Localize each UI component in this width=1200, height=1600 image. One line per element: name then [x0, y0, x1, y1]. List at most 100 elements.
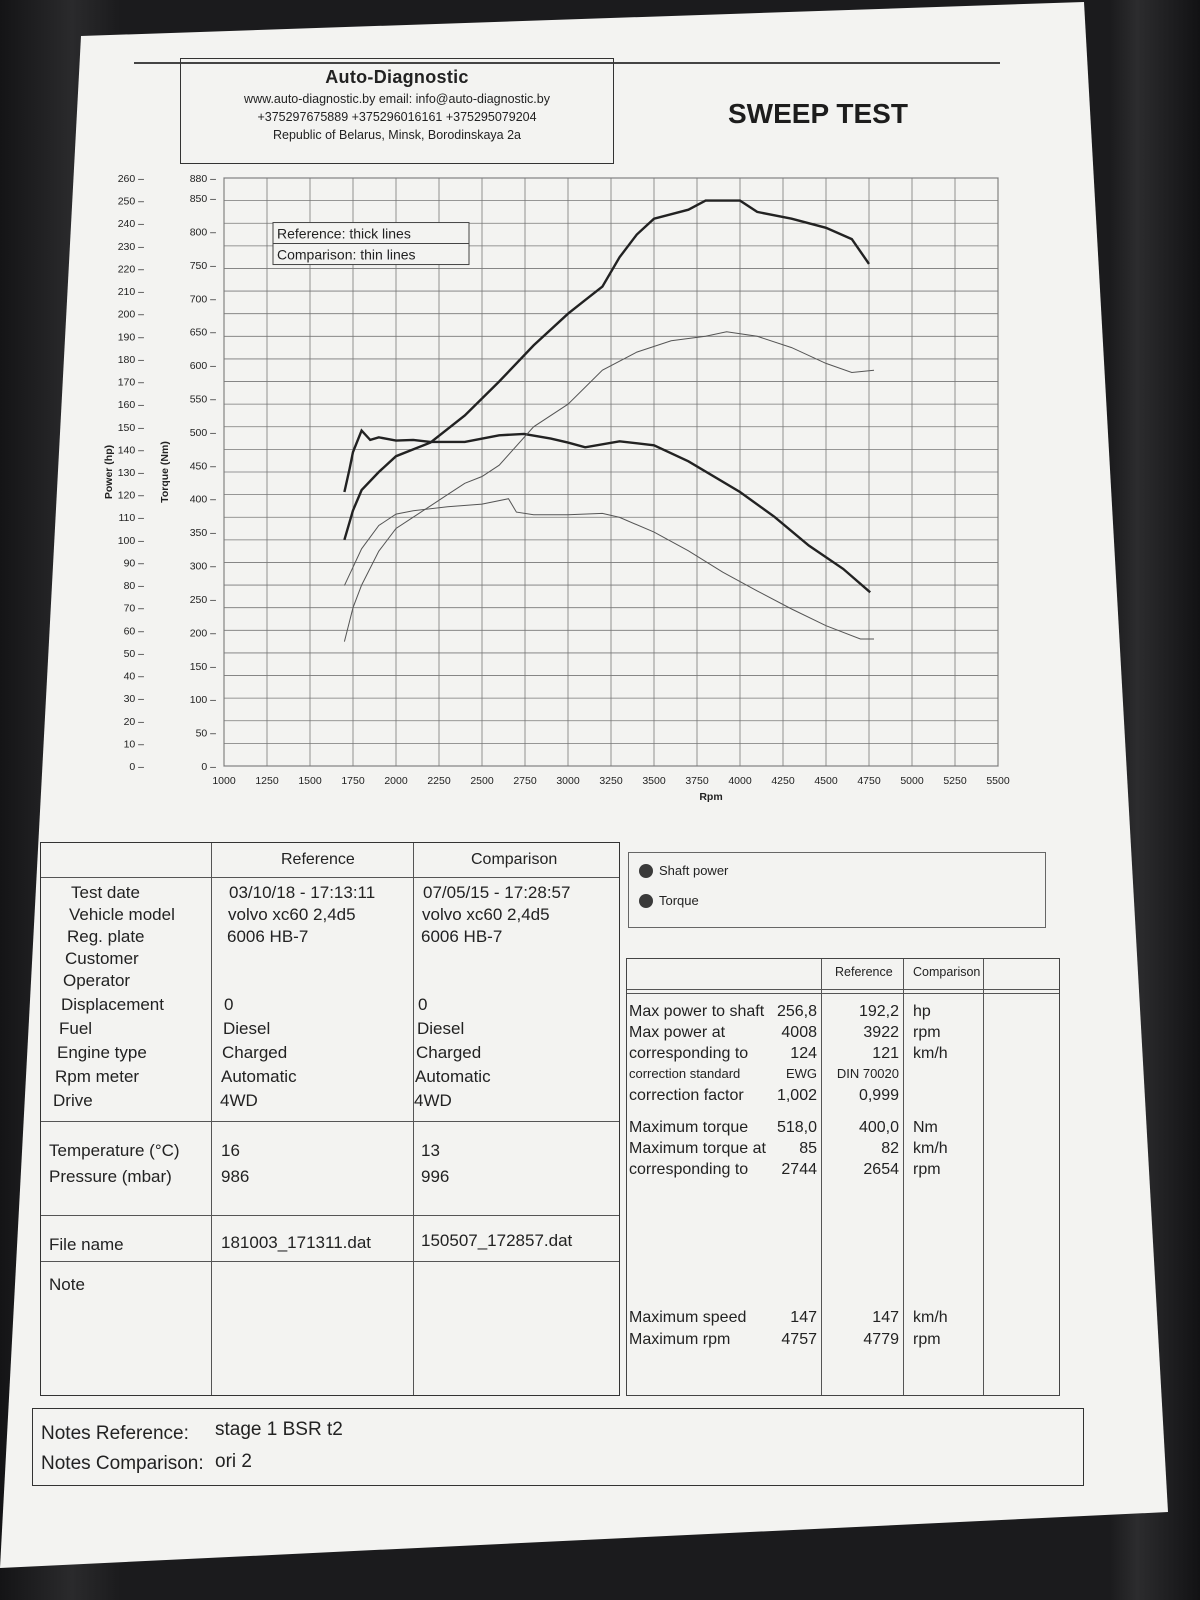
power-tick-label: 90 – [124, 557, 145, 569]
info-ref-value: Automatic [221, 1067, 297, 1086]
torque-tick-label: 50 – [196, 728, 217, 740]
info-cmp-value: Diesel [417, 1019, 465, 1038]
info-ref-value: Charged [222, 1043, 288, 1062]
result-cmp: 3922 [863, 1024, 899, 1041]
power-tick-label: 60 – [124, 625, 145, 637]
torque-tick-label: 750 – [190, 260, 216, 272]
x-tick-label: 5000 [900, 775, 924, 787]
result-cmp: 147 [872, 1309, 899, 1326]
divider [983, 959, 984, 1395]
note-label: Note [49, 1275, 85, 1294]
result-unit: Nm [913, 1119, 938, 1136]
power-tick-label: 250 – [118, 196, 144, 208]
torque-tick-label: 100 – [190, 694, 216, 706]
result-ref: 2744 [781, 1161, 817, 1178]
x-tick-label: 2250 [427, 775, 451, 787]
notes-reference-value: stage 1 BSR t2 [215, 1419, 343, 1440]
result-unit: km/h [913, 1140, 948, 1157]
x-tick-label: 3250 [599, 775, 623, 787]
result-label: correction standard [629, 1066, 741, 1081]
result-unit: rpm [913, 1024, 941, 1041]
result-unit: rpm [913, 1161, 941, 1178]
result-cmp: 400,0 [858, 1119, 899, 1136]
info-label: Fuel [59, 1019, 93, 1038]
info-label: Customer [65, 949, 139, 968]
info-ref-value: Diesel [223, 1019, 271, 1038]
power-tick-label: 130 – [118, 467, 144, 479]
x-tick-label: 5250 [943, 775, 967, 787]
legend: Shaft power Torque [628, 852, 1046, 928]
divider [41, 877, 619, 878]
result-ref: 256,8 [776, 1003, 817, 1020]
info-ref-value: 4WD [220, 1091, 258, 1110]
info-label: Reg. plate [67, 927, 145, 946]
result-label: Max power at [629, 1024, 726, 1041]
x-tick-label: 1000 [212, 775, 236, 787]
legend-label: Torque [659, 893, 699, 908]
torque-tick-label: 300 – [190, 561, 216, 573]
legend-note-text: Comparison: thin lines [277, 247, 416, 263]
x-tick-label: 4750 [857, 775, 881, 787]
power-tick-label: 40 – [124, 671, 145, 683]
result-label: Maximum torque [629, 1119, 749, 1136]
page-title: SWEEP TEST [728, 98, 908, 129]
result-ref: 124 [790, 1045, 817, 1062]
notes-comparison-label: Notes Comparison: [41, 1453, 204, 1474]
result-cmp: 2654 [863, 1161, 899, 1178]
company-address: Republic of Belarus, Minsk, Borodinskaya… [272, 128, 522, 142]
info-ref-value: 6006 HB-7 [227, 927, 309, 946]
info-cmp-value: Charged [416, 1043, 482, 1062]
notes-box: Notes Reference: stage 1 BSR t2 Notes Co… [32, 1408, 1084, 1486]
result-ref: 85 [799, 1140, 817, 1157]
info-ref-value: volvo xc60 2,4d5 [228, 905, 356, 924]
x-tick-label: 2500 [470, 775, 494, 787]
info-cmp-value: volvo xc60 2,4d5 [422, 905, 550, 924]
power-tick-label: 230 – [118, 241, 144, 253]
legend-dot-icon [639, 893, 653, 908]
info-ref-value: 0 [224, 995, 234, 1014]
series-line-comparison-torque [343, 498, 874, 640]
info-cmp-value: 0 [418, 995, 428, 1014]
result-label: Maximum speed [629, 1309, 747, 1326]
power-tick-label: 20 – [124, 716, 145, 728]
x-tick-label: 1750 [341, 775, 365, 787]
file-name-cmp: 150507_172857.dat [421, 1231, 573, 1250]
info-label: Rpm meter [55, 1067, 140, 1086]
torque-tick-label: 880 – [190, 173, 216, 185]
torque-tick-label: 250 – [190, 594, 216, 606]
file-name-label: File name [49, 1235, 124, 1254]
power-tick-label: 150 – [118, 422, 144, 434]
info-label: Drive [53, 1091, 93, 1110]
col-reference: Reference [835, 965, 893, 979]
info-cmp-value: 07/05/15 - 17:28:57 [423, 883, 571, 902]
info-label: Operator [63, 971, 131, 990]
result-cmp: 82 [881, 1140, 899, 1157]
power-tick-label: 220 – [118, 263, 144, 275]
col-comparison: Comparison [913, 965, 981, 979]
divider [821, 959, 822, 1395]
torque-tick-label: 350 – [190, 527, 216, 539]
divider [211, 843, 212, 1395]
x-tick-label: 1500 [298, 775, 322, 787]
x-tick-label: 4000 [728, 775, 752, 787]
result-cmp: 121 [872, 1045, 899, 1062]
power-tick-label: 240 – [118, 218, 144, 230]
power-tick-label: 260 – [118, 173, 144, 185]
torque-axis-label: Torque (Nm) [159, 441, 171, 503]
result-cmp: 192,2 [858, 1003, 899, 1020]
legend-dot-icon [639, 863, 653, 878]
torque-tick-label: 200 – [190, 627, 216, 639]
power-tick-label: 170 – [118, 377, 144, 389]
power-tick-label: 70 – [124, 603, 145, 615]
torque-tick-label: 450 – [190, 460, 216, 472]
result-label: Max power to shaft [629, 1003, 765, 1020]
series-line-comparison-power [343, 331, 875, 642]
x-tick-label: 5500 [986, 775, 1010, 787]
torque-tick-label: 600 – [190, 360, 216, 372]
power-tick-label: 110 – [119, 512, 145, 524]
power-axis-label: Power (hp) [103, 445, 115, 499]
divider [627, 993, 1059, 994]
result-unit: hp [913, 1003, 931, 1020]
torque-tick-label: 400 – [190, 494, 216, 506]
torque-tick-label: 650 – [190, 327, 216, 339]
